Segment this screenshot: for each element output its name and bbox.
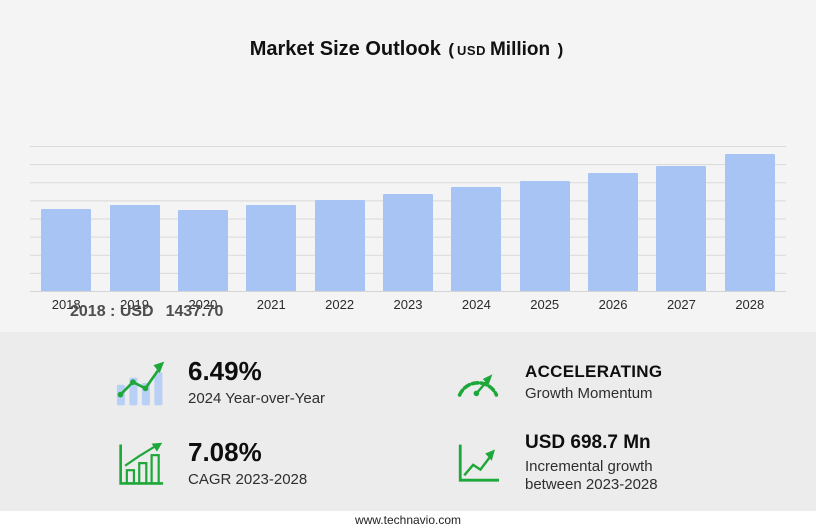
bar-2018 — [41, 209, 92, 291]
cagr-growth-chart-icon — [112, 441, 170, 487]
bar-2027 — [656, 165, 707, 291]
speedometer-icon — [449, 365, 507, 401]
annotation-label: 2018 : USD — [70, 303, 154, 320]
bar-column-2024 — [442, 146, 510, 291]
stat-incremental: USD 698.7 Mn Incremental growth between … — [449, 431, 786, 496]
bar-column-2020 — [169, 146, 237, 291]
yoy-label: 2024 Year-over-Year — [188, 389, 326, 407]
bar-2023 — [382, 193, 433, 291]
cagr-value: 7.08% — [188, 436, 262, 467]
title-unit: Million — [489, 39, 551, 60]
base-year-annotation: 2018 : USD 1437.70 — [70, 303, 223, 321]
x-tick-2023: 2023 — [393, 297, 423, 312]
x-tick-2021: 2021 — [256, 297, 286, 312]
title-text: Market Size Outlook — [249, 38, 441, 60]
bar-chart: 2018 2019 2020 2021 2022 2023 2024 2025 2026 2027… — [30, 146, 786, 312]
x-tick-2018: 2018 — [51, 297, 81, 312]
bar-column-2018 — [32, 146, 100, 291]
bar-column-2026 — [579, 146, 647, 291]
bar-column-2019 — [100, 146, 168, 291]
momentum-label: Growth Momentum — [525, 384, 653, 402]
stat-cagr: 7.08% CAGR 2023-2028 — [112, 431, 449, 496]
x-tick-2025: 2025 — [530, 297, 560, 312]
stat-yoy: 6.49% 2024 Year-over-Year — [112, 356, 449, 409]
x-tick-2027: 2027 — [666, 297, 696, 312]
bar-2025 — [519, 180, 570, 291]
x-tick-2028: 2028 — [735, 297, 765, 312]
x-tick-2020: 2020 — [188, 297, 218, 312]
incremental-value: USD 698.7 Mn — [525, 431, 651, 453]
bar-column-2023 — [374, 146, 442, 291]
title-currency: USD — [457, 43, 486, 58]
bar-2028 — [724, 153, 775, 291]
bar-column-2025 — [511, 146, 579, 291]
bar-2026 — [588, 173, 639, 291]
footer-bar: www.technavio.com — [0, 511, 816, 528]
annotation-value: 1437.70 — [165, 303, 224, 320]
bar-column-2022 — [305, 146, 373, 291]
bar-2020 — [177, 209, 228, 291]
page-title: Market Size Outlook (USD Million ) — [0, 38, 816, 61]
incremental-growth-icon — [449, 443, 507, 485]
bar-column-2027 — [647, 146, 715, 291]
footer-url: www.technavio.com — [354, 512, 462, 527]
title-paren-close: ) — [557, 40, 564, 59]
x-tick-2022: 2022 — [325, 297, 355, 312]
title-paren-open: ( — [448, 40, 455, 59]
stats-panel: 6.49% 2024 Year-over-Year ACCELERATING G… — [0, 332, 816, 512]
cagr-label: CAGR 2023-2028 — [188, 470, 308, 488]
bar-2021 — [246, 205, 297, 291]
bar-2024 — [451, 187, 502, 291]
stat-momentum: ACCELERATING Growth Momentum — [449, 356, 786, 409]
x-labels: 2018 2019 2020 2021 2022 2023 2024 2025 2026 2027… — [30, 297, 786, 312]
incremental-label: Incremental growth between 2023-2028 — [525, 457, 658, 494]
yoy-value: 6.49% — [188, 355, 262, 386]
yoy-bar-chart-icon — [112, 358, 170, 408]
x-tick-2024: 2024 — [461, 297, 491, 312]
momentum-value: ACCELERATING — [525, 361, 663, 381]
x-tick-2019: 2019 — [120, 297, 149, 312]
bars — [30, 146, 786, 291]
bar-2019 — [109, 204, 160, 291]
bar-2022 — [314, 199, 365, 291]
bar-column-2021 — [237, 146, 305, 291]
x-tick-2026: 2026 — [598, 297, 628, 312]
bar-column-2028 — [716, 146, 784, 291]
chart-plot-area — [30, 146, 786, 292]
